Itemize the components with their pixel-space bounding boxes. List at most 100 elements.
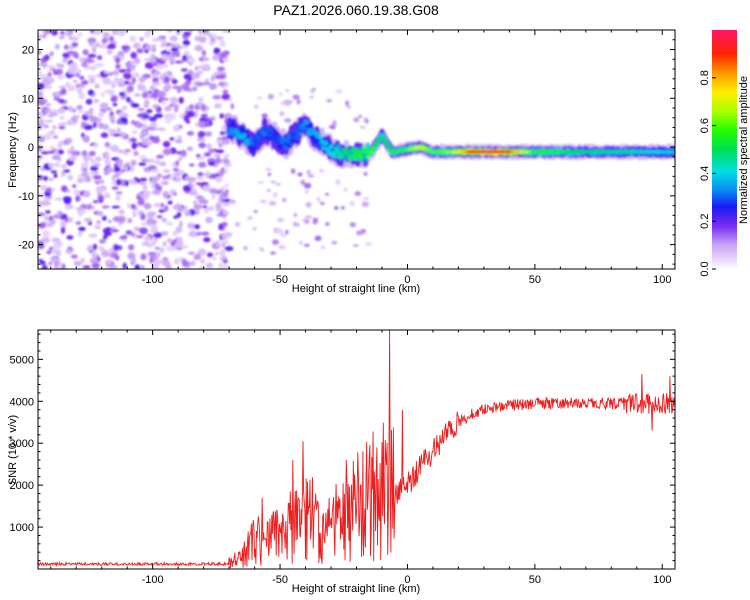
heatmap-cell [79, 57, 87, 63]
heatmap-cell [65, 81, 70, 88]
heatmap-cell [120, 54, 125, 60]
heatmap-cell [112, 133, 121, 137]
heatmap-cell [42, 33, 47, 39]
heatmap-cell [252, 138, 257, 143]
heatmap-cell [213, 153, 218, 158]
heatmap-cell [77, 231, 83, 237]
heatmap-cell [119, 132, 126, 138]
heatmap-cell [215, 203, 222, 208]
heatmap-cell [132, 77, 136, 83]
heatmap-cell [171, 43, 176, 47]
heatmap-cell [84, 110, 94, 117]
heatmap-cell [193, 200, 198, 206]
heatmap-cell [52, 124, 57, 130]
heatmap-cell [169, 35, 178, 42]
heatmap-cell [130, 203, 136, 210]
heatmap-cell [259, 199, 267, 203]
heatmap-cell [216, 213, 226, 217]
heatmap-cell [152, 76, 159, 84]
heatmap-cell [191, 73, 199, 79]
heatmap-cell [38, 34, 43, 39]
heatmap-cell [165, 221, 174, 226]
heatmap-cell [332, 120, 337, 127]
heatmap-cell [182, 54, 188, 62]
heatmap-cell [167, 200, 173, 205]
heatmap-cell [325, 222, 330, 226]
heatmap-cell [54, 162, 61, 168]
snr-xlabel: Height of straight line (km) [292, 583, 420, 595]
heatmap-cell [189, 260, 196, 267]
heatmap-cell [306, 169, 311, 175]
heatmap-cell [60, 220, 67, 228]
heatmap-cell [149, 85, 156, 91]
heatmap-cell [66, 45, 76, 50]
heatmap-cell [155, 127, 164, 131]
heatmap-cell [196, 175, 204, 181]
heatmap-cell [134, 57, 141, 65]
heatmap-cell [122, 105, 127, 111]
heatmap-cell [129, 178, 135, 185]
heatmap-cell [349, 200, 355, 207]
heatmap-cell [146, 211, 155, 219]
heatmap-cell [134, 122, 144, 129]
heatmap-cell [266, 189, 272, 192]
heatmap-cell [142, 184, 148, 191]
heatmap-cell [222, 89, 229, 95]
heatmap-cell [305, 201, 312, 208]
heatmap-cell [326, 99, 333, 103]
heatmap-cell [161, 40, 167, 45]
heatmap-cell [94, 170, 99, 176]
heatmap-cell [43, 237, 50, 244]
heatmap-cell [160, 54, 169, 61]
heatmap-cell [290, 168, 296, 174]
y-tick-label: 20 [22, 45, 34, 57]
heatmap-cell [333, 206, 339, 210]
heatmap-cell [186, 110, 196, 118]
heatmap-cell [111, 84, 116, 89]
heatmap-cell [84, 217, 92, 223]
heatmap-cell [267, 93, 274, 100]
heatmap-cell [131, 72, 138, 78]
heatmap-cell [139, 227, 148, 235]
heatmap-cell [79, 75, 85, 80]
heatmap-cell [161, 100, 166, 105]
heatmap-cell [172, 168, 179, 172]
heatmap-cell [204, 131, 213, 137]
heatmap-cell [120, 169, 126, 173]
heatmap-cell [137, 84, 142, 91]
heatmap-cell [242, 133, 247, 138]
heatmap-cell [672, 150, 675, 154]
x-tick-label: 50 [529, 574, 541, 586]
heatmap-cell [139, 37, 145, 42]
heatmap-cell [280, 101, 288, 105]
heatmap-cell [71, 70, 80, 74]
heatmap-cell [106, 107, 112, 111]
heatmap-cell [286, 134, 292, 139]
heatmap-cell [341, 205, 345, 210]
heatmap-cell [145, 44, 152, 52]
heatmap-cell [215, 207, 225, 213]
heatmap-cell [178, 156, 183, 161]
heatmap-cell [331, 240, 338, 245]
heatmap-cell [67, 84, 75, 92]
heatmap-cell [115, 195, 121, 202]
snr-panel: -100 -50 0 50 100 1000 2000 3000 4000 5000 Height… [7, 329, 676, 595]
heatmap-cell [88, 65, 97, 71]
heatmap-cell [268, 200, 277, 206]
x-tick-label: -100 [142, 274, 164, 286]
heatmap-cell [107, 145, 117, 150]
colorbar-tick-label: 0.4 [699, 166, 711, 181]
heatmap-cell [150, 222, 158, 230]
heatmap-cell [62, 58, 67, 63]
heatmap-cell [122, 239, 127, 242]
heatmap-cell [282, 197, 287, 203]
heatmap-cell [96, 220, 102, 225]
heatmap-cell [94, 225, 102, 230]
heatmap-cell [303, 243, 310, 247]
heatmap-cell [148, 116, 157, 122]
heatmap-cell [62, 52, 70, 59]
heatmap-cell [97, 111, 105, 118]
heatmap-cell [222, 264, 230, 268]
heatmap-cell [65, 249, 73, 254]
heatmap-cell [347, 106, 351, 109]
